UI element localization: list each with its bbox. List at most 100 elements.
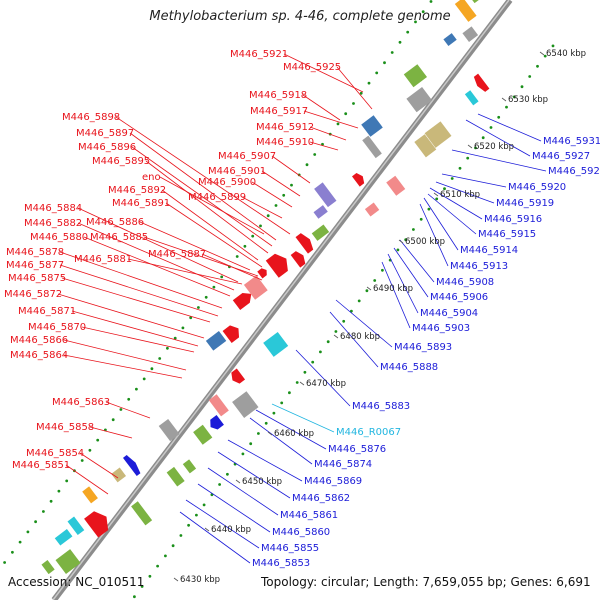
gene-label-forward[interactable]: M446_5872 <box>4 289 62 300</box>
gene-label-forward[interactable]: M446_5877 <box>6 260 64 271</box>
gc-dot <box>305 163 309 167</box>
gene-label-reverse[interactable]: M446_5874 <box>314 459 372 470</box>
gc-dot <box>218 483 222 486</box>
gene-feature <box>466 0 482 4</box>
gene-label-reverse[interactable]: M446_5919 <box>496 198 554 209</box>
gene-feature <box>67 516 85 536</box>
leader-line <box>241 196 283 219</box>
gene-label-reverse[interactable]: M446_5853 <box>252 558 310 569</box>
gene-feature <box>55 549 81 574</box>
gene-label-forward[interactable]: M446_5925 <box>283 62 341 73</box>
gene-label-reverse[interactable]: M446_5893 <box>394 342 452 353</box>
gene-label-reverse[interactable]: M446_5869 <box>304 476 362 487</box>
gene-label-forward[interactable]: M446_5896 <box>78 142 136 153</box>
gene-label-forward[interactable]: M446_5858 <box>36 422 94 433</box>
gene-label-reverse[interactable]: M446_5903 <box>412 323 470 334</box>
gc-dot <box>26 530 30 534</box>
gene-label-reverse[interactable]: M446_5876 <box>328 444 386 455</box>
gene-label-reverse[interactable]: M446_5888 <box>380 362 438 373</box>
gene-label-reverse[interactable]: M446_5861 <box>280 510 338 521</box>
gene-feature <box>414 134 437 158</box>
gene-label-forward[interactable]: M446_5875 <box>8 273 66 284</box>
gene-label-reverse[interactable]: M446_5860 <box>272 527 330 538</box>
leader-line <box>81 326 195 353</box>
gene-label-forward[interactable]: M446_5901 <box>208 166 266 177</box>
gc-dot <box>359 91 363 95</box>
leader-line <box>271 155 311 184</box>
gene-label-reverse[interactable]: M446_5927 <box>532 151 590 162</box>
gene-label-forward[interactable]: M446_5882 <box>24 218 82 229</box>
gene-label-forward[interactable]: M446_5900 <box>198 177 256 188</box>
gene-label-forward[interactable]: M446_5851 <box>12 460 70 471</box>
gene-label-forward[interactable]: M446_5871 <box>18 306 76 317</box>
gene-label-reverse[interactable]: M446_5920 <box>508 182 566 193</box>
gene-label-forward[interactable]: M446_5854 <box>26 448 84 459</box>
gene-label-forward[interactable]: M446_5895 <box>92 156 150 167</box>
gc-dot <box>398 40 402 44</box>
leader-line <box>197 483 271 533</box>
gene-feature <box>205 331 227 351</box>
gene-label-reverse[interactable]: M446_5855 <box>261 543 319 554</box>
gc-dot <box>435 197 439 201</box>
gc-dot <box>373 279 377 282</box>
gene-label-forward[interactable]: M446_5891 <box>112 198 170 209</box>
leader-line <box>429 187 483 220</box>
gene-feature <box>406 86 433 113</box>
gene-label-forward[interactable]: M446_5918 <box>249 90 307 101</box>
gc-dot <box>458 166 462 170</box>
gene-label-forward[interactable]: M446_5912 <box>256 122 314 133</box>
gc-dot <box>197 306 200 309</box>
gene-label-forward[interactable]: M446_5864 <box>10 350 68 361</box>
gene-label-forward[interactable]: M446_5892 <box>108 185 166 196</box>
leader-line <box>419 203 449 267</box>
gene-label-forward[interactable]: M446_5885 <box>90 232 148 243</box>
gene-label-forward[interactable]: M446_5870 <box>28 322 86 333</box>
gc-dot <box>158 357 162 360</box>
gene-label-forward[interactable]: M446_5910 <box>256 137 314 148</box>
gene-label-reverse[interactable]: M446_5931 <box>543 136 600 147</box>
gene-label-reverse[interactable]: M446_5916 <box>484 214 542 225</box>
gene-features <box>41 0 490 575</box>
gene-label-reverse[interactable]: M446_5915 <box>478 229 536 240</box>
gene-feature <box>122 455 141 477</box>
gene-label-reverse[interactable]: M446_5914 <box>460 245 518 256</box>
gene-label-forward[interactable]: M446_5881 <box>74 254 132 265</box>
gene-label-reverse[interactable]: M446_5926 <box>548 166 600 177</box>
gene-label-forward[interactable]: M446_5917 <box>250 106 308 117</box>
gc-dot <box>187 523 191 527</box>
gene-label-reverse[interactable]: M446_5908 <box>436 277 494 288</box>
gene-label-reverse[interactable]: M446_5913 <box>450 261 508 272</box>
gene-label-reverse[interactable]: M446_5883 <box>352 401 410 412</box>
gene-label-reverse[interactable]: M446_5904 <box>420 308 478 319</box>
gene-label-forward[interactable]: M446_5866 <box>10 335 68 346</box>
gene-label-forward[interactable]: M446_5863 <box>52 397 110 408</box>
gc-dot <box>375 71 379 75</box>
gene-label-forward[interactable]: M446_5884 <box>24 203 82 214</box>
kbp-tick-label: 6520 kbp <box>474 142 514 152</box>
gene-label-reverse[interactable]: M446_5906 <box>430 292 488 303</box>
gc-dot <box>466 156 470 160</box>
leader-line <box>251 181 293 208</box>
gene-feature <box>84 511 109 538</box>
gc-dot <box>272 411 276 415</box>
gene-label-forward[interactable]: M446_5899 <box>188 192 246 203</box>
gc-dot <box>342 319 346 323</box>
gene-label-forward[interactable]: M446_5886 <box>86 217 144 228</box>
gene-label-forward[interactable]: M446_5921 <box>230 49 288 60</box>
gene-label-reverse[interactable]: M446_5862 <box>292 493 350 504</box>
leader-line <box>115 116 291 235</box>
leader-line <box>393 247 429 298</box>
gene-label-forward[interactable]: eno <box>142 172 161 183</box>
gene-label-forward[interactable]: M446_5887 <box>148 249 206 260</box>
gc-dot <box>204 295 208 299</box>
leader-line <box>77 222 235 291</box>
rna-label[interactable]: M446_R0067 <box>336 427 401 438</box>
gene-feature <box>232 391 259 419</box>
gene-label-forward[interactable]: M446_5898 <box>62 112 120 123</box>
gene-label-forward[interactable]: M446_5897 <box>76 128 134 139</box>
gene-label-forward[interactable]: M446_5907 <box>218 151 276 162</box>
gc-dot <box>140 585 144 588</box>
gc-dot <box>164 554 167 558</box>
gene-label-forward[interactable]: M446_5880 <box>30 232 88 243</box>
gene-label-forward[interactable]: M446_5878 <box>6 247 64 258</box>
